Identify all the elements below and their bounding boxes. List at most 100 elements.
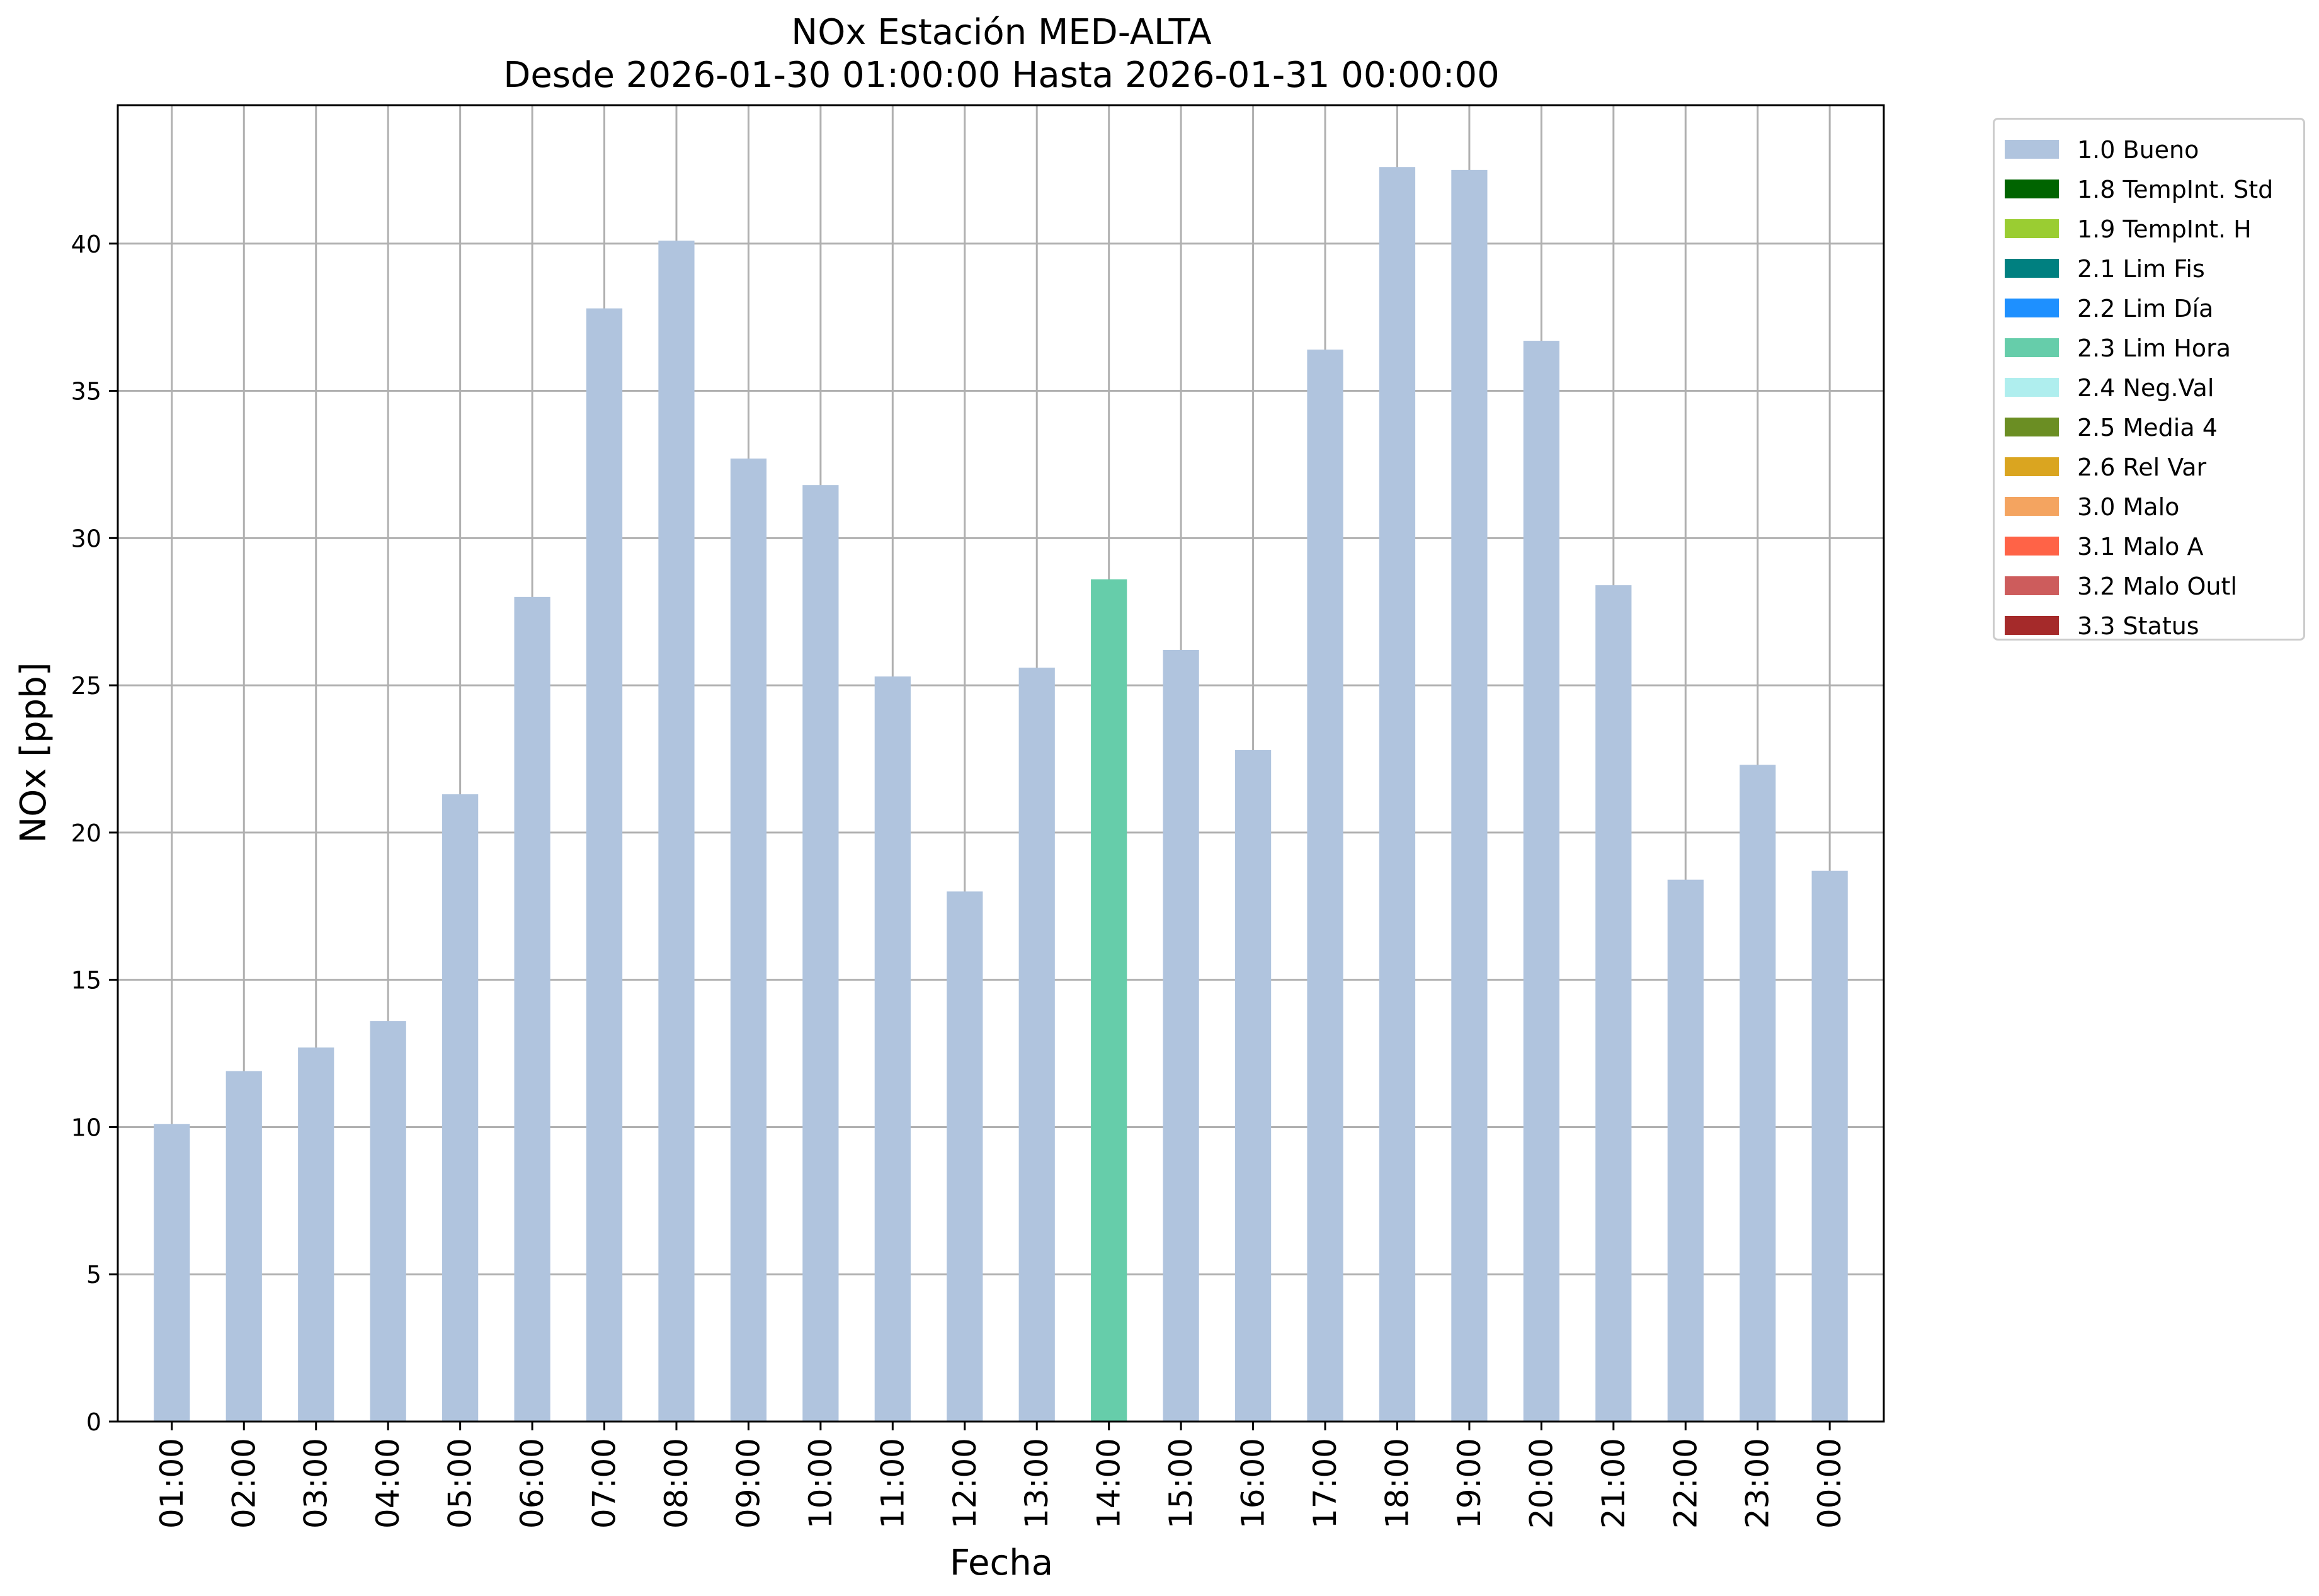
x-tick-label: 09:00 xyxy=(730,1438,766,1529)
x-tick-label: 03:00 xyxy=(298,1438,334,1529)
legend-label: 2.1 Lim Fis xyxy=(2077,255,2205,283)
x-tick-label: 01:00 xyxy=(154,1438,190,1529)
x-tick-label: 23:00 xyxy=(1740,1438,1776,1529)
x-axis-ticks: 01:00 02:00 03:00 04:00 05:00 06:00 07:00 08:00… xyxy=(154,1422,1848,1529)
bar-00:00 xyxy=(1811,870,1848,1422)
bar-20:00 xyxy=(1523,341,1559,1422)
legend-swatch xyxy=(2005,616,2059,635)
bar-19:00 xyxy=(1451,169,1488,1422)
x-tick-label: 05:00 xyxy=(442,1438,479,1529)
x-tick-label: 21:00 xyxy=(1595,1438,1632,1529)
chart-subtitle: Desde 2026-01-30 01:00:00 Hasta 2026-01-… xyxy=(503,55,1500,96)
legend-swatch xyxy=(2005,180,2059,198)
y-tick-label: 20 xyxy=(71,819,101,847)
y-tick-label: 0 xyxy=(86,1408,101,1436)
x-tick-label: 16:00 xyxy=(1235,1438,1272,1529)
legend-label: 3.1 Malo A xyxy=(2077,533,2204,561)
legend-entry: 3.1 Malo A xyxy=(1995,528,2303,566)
x-tick-label: 00:00 xyxy=(1811,1438,1848,1529)
legend-label: 2.6 Rel Var xyxy=(2077,453,2207,481)
legend-swatch xyxy=(2005,576,2059,595)
legend-label: 1.0 Bueno xyxy=(2077,136,2199,164)
legend-label: 2.3 Lim Hora xyxy=(2077,334,2231,362)
bar-21:00 xyxy=(1595,585,1632,1422)
legend-entry: 1.0 Bueno xyxy=(1995,131,2303,169)
x-tick-label: 13:00 xyxy=(1018,1438,1055,1529)
bar-02:00 xyxy=(225,1071,262,1422)
legend-label: 3.3 Status xyxy=(2077,612,2199,640)
bar-04:00 xyxy=(370,1021,406,1422)
legend-label: 3.0 Malo xyxy=(2077,493,2180,521)
plot-frame xyxy=(117,104,1885,1423)
x-tick-label: 15:00 xyxy=(1163,1438,1199,1529)
bar-08:00 xyxy=(658,241,695,1422)
legend-entry: 3.3 Status xyxy=(1995,607,2303,645)
bar-13:00 xyxy=(1018,668,1055,1422)
bar-11:00 xyxy=(874,676,911,1422)
x-tick-label: 22:00 xyxy=(1667,1438,1704,1529)
bar-01:00 xyxy=(154,1124,190,1422)
legend-label: 2.5 Media 4 xyxy=(2077,414,2218,442)
bar-22:00 xyxy=(1667,879,1704,1422)
x-tick-label: 10:00 xyxy=(802,1438,839,1529)
x-tick-label: 11:00 xyxy=(874,1438,911,1529)
bar-15:00 xyxy=(1163,649,1199,1422)
x-tick-label: 20:00 xyxy=(1523,1438,1559,1529)
legend-swatch xyxy=(2005,140,2059,159)
legend-label: 2.4 Neg.Val xyxy=(2077,374,2214,402)
x-tick-label: 19:00 xyxy=(1451,1438,1488,1529)
legend-swatch xyxy=(2005,259,2059,278)
x-tick-label: 02:00 xyxy=(225,1438,262,1529)
y-tick-label: 5 xyxy=(86,1261,101,1289)
legend-swatch xyxy=(2005,299,2059,317)
legend-entry: 3.0 Malo xyxy=(1995,488,2303,526)
bar-14:00 xyxy=(1091,579,1127,1422)
legend-swatch xyxy=(2005,457,2059,476)
x-tick-label: 17:00 xyxy=(1307,1438,1343,1529)
legend-entry: 2.2 Lim Día xyxy=(1995,290,2303,328)
x-tick-label: 08:00 xyxy=(658,1438,695,1529)
bar-09:00 xyxy=(730,459,767,1422)
x-tick-label: 04:00 xyxy=(370,1438,406,1529)
legend-entry: 2.5 Media 4 xyxy=(1995,409,2303,447)
bar-10:00 xyxy=(802,485,839,1422)
legend-swatch xyxy=(2005,497,2059,516)
legend-swatch xyxy=(2005,219,2059,238)
legend-entry: 3.2 Malo Outl xyxy=(1995,567,2303,605)
legend-label: 1.9 TempInt. H xyxy=(2077,215,2252,243)
y-axis-ticks: 0 5 10 15 20 25 30 35 40 xyxy=(71,231,118,1436)
y-tick-label: 25 xyxy=(71,672,101,700)
y-axis-label: NOx [ppb] xyxy=(13,662,54,843)
bar-23:00 xyxy=(1740,765,1776,1422)
legend-swatch xyxy=(2005,378,2059,397)
legend: 1.0 Bueno 1.8 TempInt. Std 1.9 TempInt. H 2… xyxy=(1993,118,2305,641)
legend-entry: 2.6 Rel Var xyxy=(1995,448,2303,486)
legend-entry: 2.1 Lim Fis xyxy=(1995,250,2303,288)
legend-entry: 1.8 TempInt. Std xyxy=(1995,171,2303,208)
legend-swatch xyxy=(2005,338,2059,357)
legend-entry: 2.4 Neg.Val xyxy=(1995,369,2303,407)
legend-entry: 2.3 Lim Hora xyxy=(1995,329,2303,367)
legend-label: 2.2 Lim Día xyxy=(2077,295,2214,322)
x-tick-label: 14:00 xyxy=(1091,1438,1127,1529)
legend-label: 1.8 TempInt. Std xyxy=(2077,176,2274,203)
x-tick-label: 07:00 xyxy=(586,1438,623,1529)
bar-06:00 xyxy=(514,596,550,1422)
y-tick-label: 35 xyxy=(71,378,101,406)
y-tick-label: 10 xyxy=(71,1114,101,1141)
bar-05:00 xyxy=(442,794,479,1422)
bar-12:00 xyxy=(947,891,983,1422)
y-tick-label: 40 xyxy=(71,231,101,258)
legend-label: 3.2 Malo Outl xyxy=(2077,573,2237,600)
bar-16:00 xyxy=(1234,750,1272,1422)
bars xyxy=(154,167,1848,1422)
bar-18:00 xyxy=(1379,167,1416,1422)
y-tick-label: 15 xyxy=(71,967,101,995)
bar-07:00 xyxy=(586,308,623,1422)
x-tick-label: 06:00 xyxy=(514,1438,550,1529)
legend-entry: 1.9 TempInt. H xyxy=(1995,210,2303,248)
legend-swatch xyxy=(2005,418,2059,436)
x-tick-label: 12:00 xyxy=(947,1438,983,1529)
legend-swatch xyxy=(2005,537,2059,556)
